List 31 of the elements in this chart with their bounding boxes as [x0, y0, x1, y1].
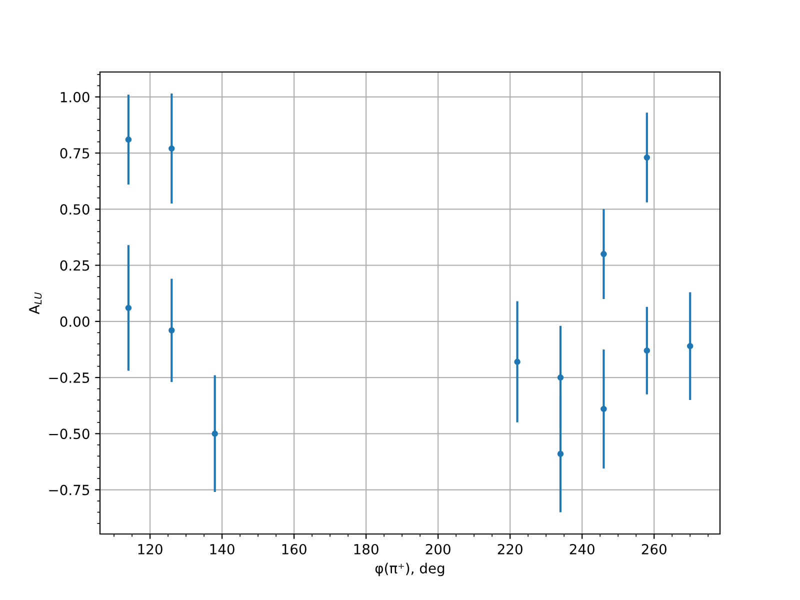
point [686, 342, 694, 350]
point [644, 154, 650, 161]
y-tick-label: 0.75 [60, 148, 90, 159]
y-tick-label: −0.25 [49, 372, 90, 384]
y-tick-label: −0.75 [49, 484, 90, 496]
point [168, 327, 175, 334]
y-tick-label: 1.00 [60, 92, 90, 102]
x-tick-label: 260 [642, 544, 666, 554]
x-tick-label: 140 [210, 544, 234, 554]
point [600, 406, 607, 412]
point [557, 450, 564, 457]
y-tick-label: 0.50 [60, 204, 90, 215]
x-tick-label: 160 [282, 544, 306, 554]
point [168, 145, 175, 152]
x-tick-label: 240 [570, 544, 594, 554]
point [212, 430, 218, 437]
y-tick-label: −0.50 [49, 428, 90, 440]
x-axis-title: φ(π⁺), deg [375, 562, 444, 576]
x-tick-label: 200 [426, 544, 450, 554]
point [125, 136, 132, 143]
x-tick-label: 120 [138, 544, 162, 554]
point [514, 358, 520, 365]
point [125, 304, 132, 312]
point [557, 374, 564, 381]
x-tick-label: 180 [354, 544, 378, 554]
y-tick-label: 0.25 [60, 260, 90, 271]
x-tick-label: 220 [498, 544, 522, 554]
point [644, 347, 650, 354]
point [600, 250, 607, 258]
y-tick-label: 0.00 [60, 316, 90, 327]
y-axis-title: A$_{LU}$ [29, 292, 42, 314]
